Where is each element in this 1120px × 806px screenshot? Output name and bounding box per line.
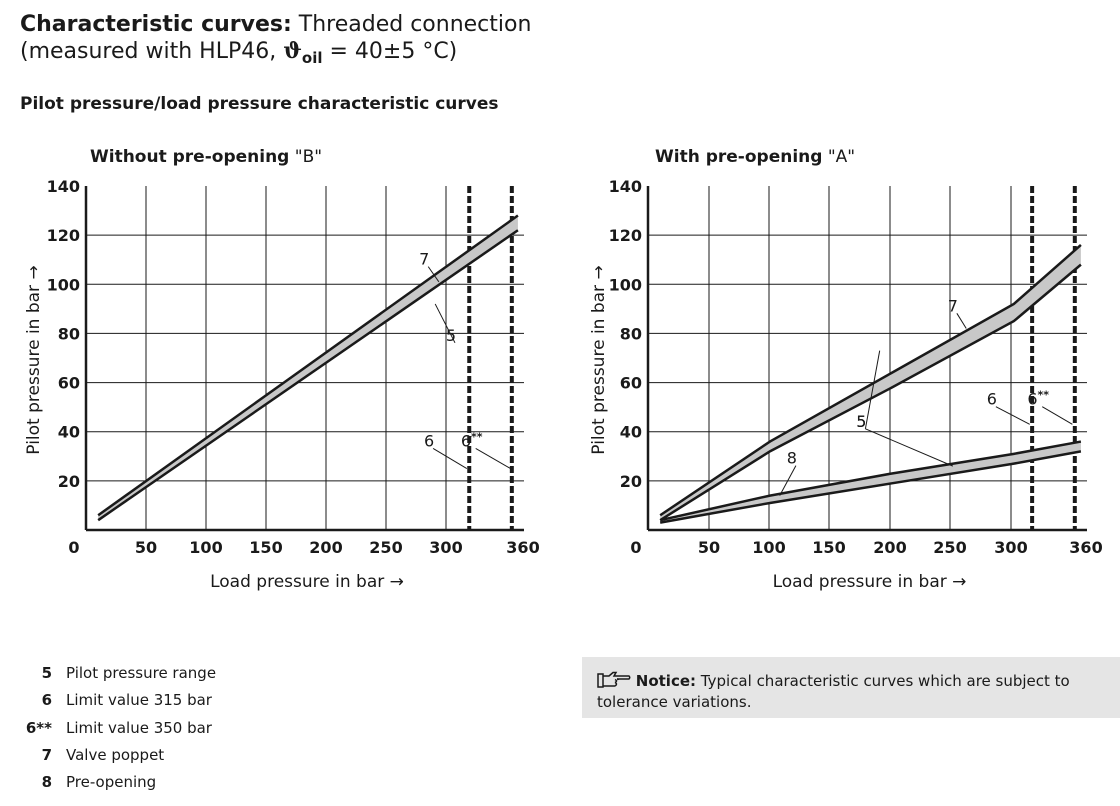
subtitle-theta: ϑ <box>283 38 302 64</box>
chart-2-band-lower-line <box>659 450 1082 524</box>
chart-1-annotation-leader <box>434 303 456 344</box>
chart-1-y-tick-label: 120 <box>47 226 80 245</box>
chart-2-y-tick-label: 40 <box>620 423 642 442</box>
chart-1-y-tick-label: 40 <box>58 423 80 442</box>
chart-1-origin-label: 0 <box>68 538 79 557</box>
notice-label: Notice: <box>635 672 697 690</box>
chart-2-y-axis-label: Pilot pressure in bar → <box>589 265 609 454</box>
chart-2-title-bold: With pre-opening <box>655 147 823 167</box>
legend-key: 7 <box>41 745 52 764</box>
chart-1-band-lower-line <box>97 229 519 522</box>
legend-key: 6 <box>41 691 52 710</box>
chart-2-annotation-leader <box>995 406 1030 425</box>
chart-1-x-tick-label: 50 <box>135 538 157 557</box>
chart-1-y-tick-label: 60 <box>58 374 80 393</box>
subtitle-post: = 40±5 °C) <box>322 39 458 64</box>
legend-key: 8 <box>41 773 52 792</box>
chart-2-y-tick-label: 80 <box>620 324 642 343</box>
title-bold: Characteristic curves: <box>20 12 292 37</box>
chart-2-y-tick-label: 60 <box>620 374 642 393</box>
page-subtitle: (measured with HLP46, ϑoil = 40±5 °C) <box>20 38 457 71</box>
chart-2-origin-label: 0 <box>630 538 641 557</box>
chart-2-annotation-label: 8 <box>787 449 797 468</box>
chart-1-y-axis-label: Pilot pressure in bar → <box>24 265 44 454</box>
chart-1-annotation-leader <box>427 266 440 283</box>
chart-2-y-tick-label: 140 <box>609 177 642 196</box>
chart-2-annotation-leader <box>779 465 797 496</box>
chart-1-x-tick-label: 200 <box>309 538 342 557</box>
notice-box: Notice: Typical characteristic curves wh… <box>582 657 1120 718</box>
legend-key: 5 <box>41 664 52 682</box>
chart-1-y-tick-label: 100 <box>47 275 80 294</box>
chart-1-annotation-label: 5 <box>446 326 456 345</box>
legend-text: Pilot pressure range <box>66 664 217 682</box>
legend-text: Pre-opening <box>66 773 157 792</box>
chart-1-title-rest: "B" <box>294 147 323 167</box>
chart-2-band-fill <box>660 441 1081 523</box>
chart-2-annotation-leader <box>956 313 967 329</box>
chart-2-x-tick-label: 200 <box>873 538 906 557</box>
chart-2-annotation-leader <box>1041 406 1073 425</box>
chart-1-x-tick-label: 150 <box>249 538 282 557</box>
chart-1-title: Without pre-opening "B" <box>90 147 322 167</box>
chart-1-band-upper-line <box>97 214 519 517</box>
chart-1-y-tick-label: 20 <box>58 472 80 491</box>
chart-2-x-tick-label: 150 <box>812 538 845 557</box>
chart-1-y-tick-label: 140 <box>47 177 80 196</box>
chart-2-annotation-leader <box>864 350 881 429</box>
legend-text: Limit value 315 bar <box>66 691 212 710</box>
chart-2-x-tick-label: 50 <box>698 538 720 557</box>
chart-2-x-tick-label: 360 <box>1069 538 1102 557</box>
chart-2-x-axis-label: Load pressure in bar → <box>773 572 967 592</box>
chart-2-band-upper-line <box>659 440 1082 522</box>
pointing-hand-icon <box>597 671 631 689</box>
chart-2-annotation-label: 7 <box>948 296 958 315</box>
chart-2-y-tick-label: 20 <box>620 472 642 491</box>
page-title: Characteristic curves: Threaded connecti… <box>20 12 531 38</box>
chart-2-band-upper-line <box>659 244 1082 517</box>
chart-1-annotation-leader <box>475 448 511 470</box>
chart-2-y-tick-label: 100 <box>609 275 642 294</box>
chart-2-annotation-label: 5 <box>856 412 866 431</box>
chart-1-x-tick-label: 250 <box>369 538 402 557</box>
chart-2-title: With pre-opening "A" <box>655 147 855 167</box>
characteristic-curves-charts: 50 100 150 200 250 300 36020406080100120140075… <box>24 177 1103 592</box>
chart-2-x-tick-label: 250 <box>933 538 966 557</box>
subtitle-sub: oil <box>301 49 323 67</box>
chart-2-y-tick-label: 120 <box>609 226 642 245</box>
chart-2-annotation-leader <box>865 428 954 467</box>
chart-1-x-tick-label: 300 <box>429 538 462 557</box>
chart-2-x-tick-label: 300 <box>994 538 1027 557</box>
section-title: Pilot pressure/load pressure characteris… <box>20 94 499 114</box>
chart-1-title-bold: Without pre-opening <box>90 147 290 167</box>
chart-1-y-tick-label: 80 <box>58 324 80 343</box>
chart-2-annotation-label: 5 <box>856 412 866 431</box>
chart-2-title-rest: "A" <box>827 147 856 167</box>
chart-1-x-tick-label: 100 <box>189 538 222 557</box>
notice-text: Typical characteristic curves which are … <box>597 672 1070 711</box>
legend-text: Valve poppet <box>66 745 165 764</box>
chart-1-annotation-label: 6** <box>461 430 483 450</box>
chart-1-annotation-label: 7 <box>419 250 429 269</box>
chart-1-x-tick-label: 360 <box>506 538 539 557</box>
chart-2-band-fill <box>660 244 1081 521</box>
chart-1-annotation-label: 6 <box>424 431 434 450</box>
chart-2-x-tick-label: 100 <box>752 538 785 557</box>
title-rest: Threaded connection <box>298 12 532 37</box>
legend-key: 6** <box>25 718 52 737</box>
legend-text: Limit value 350 bar <box>66 718 212 737</box>
chart-1-annotation-leader <box>432 448 468 470</box>
chart-2-annotation-label: 6 <box>987 390 997 409</box>
chart-2-annotation-label: 6** <box>1027 389 1049 409</box>
chart-1-x-axis-label: Load pressure in bar → <box>210 572 404 592</box>
chart-2-band-lower-line <box>659 263 1082 522</box>
subtitle-pre: (measured with HLP46, <box>20 39 284 64</box>
